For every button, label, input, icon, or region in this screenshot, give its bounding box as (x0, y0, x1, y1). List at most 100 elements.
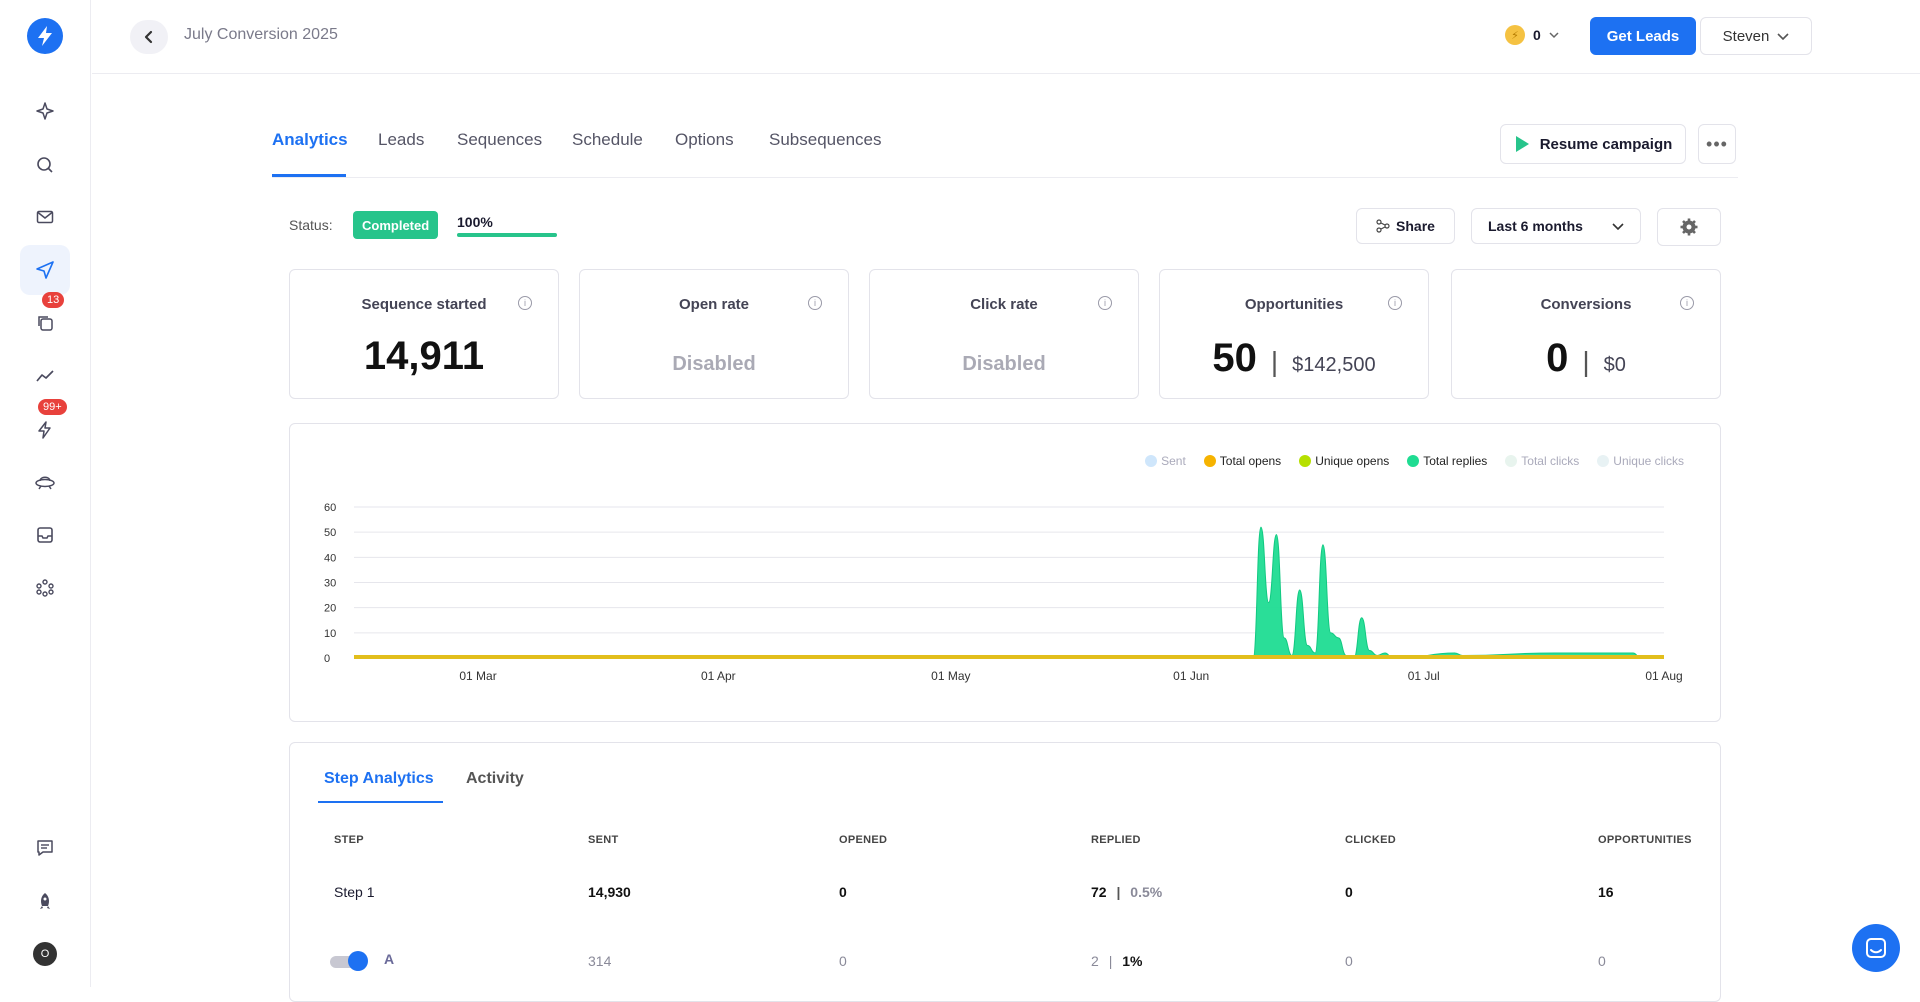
variant-toggle[interactable] (330, 951, 368, 971)
share-button[interactable]: Share (1356, 208, 1455, 244)
campaigns-send-icon[interactable] (20, 245, 70, 295)
x-tick-label: 01 Aug (1645, 669, 1682, 683)
search-icon[interactable] (20, 140, 70, 190)
resume-campaign-button[interactable]: Resume campaign (1500, 124, 1686, 164)
x-tick-label: 01 Mar (459, 669, 496, 683)
more-options-button[interactable]: ••• (1698, 124, 1736, 164)
card-amount: $142,500 (1292, 354, 1376, 376)
active-tab-indicator (318, 801, 443, 803)
tab-schedule[interactable]: Schedule (572, 130, 643, 149)
y-tick-label: 0 (324, 653, 330, 665)
info-icon[interactable]: i (808, 296, 822, 310)
app-logo-icon[interactable] (27, 18, 63, 54)
table-cell-replied: 2 | 1% (1091, 953, 1142, 969)
card-sequence-started: Sequence started i 14,911 (289, 269, 559, 399)
share-icon (1376, 219, 1390, 233)
card-title: Sequence started (361, 296, 487, 313)
back-button[interactable] (130, 20, 168, 54)
tab-activity[interactable]: Activity (466, 770, 524, 787)
divider: | (1116, 884, 1121, 900)
variant-label: A (384, 951, 395, 967)
card-value: 50 (1212, 336, 1257, 380)
card-title: Conversions (1540, 296, 1632, 313)
legend-swatch (1145, 455, 1158, 467)
table-cell-sent: 314 (588, 953, 612, 969)
tab-sequences[interactable]: Sequences (457, 130, 543, 149)
subsequences-copy-icon[interactable]: 13 (20, 292, 70, 348)
col-header-replied: REPLIED (1091, 834, 1141, 846)
progress-fill (457, 233, 557, 237)
x-tick-label: 01 Jul (1408, 669, 1440, 683)
analytics-trend-icon[interactable] (20, 351, 70, 401)
inbox-icon[interactable] (20, 510, 70, 560)
card-value: Disabled (962, 353, 1046, 375)
divider: | (1108, 953, 1113, 969)
legend-item[interactable]: Total replies (1407, 454, 1487, 468)
table-cell-opportunities: 16 (1598, 884, 1614, 900)
sparkle-icon[interactable] (20, 86, 70, 136)
chevron-down-icon (1612, 223, 1624, 230)
tab-step-analytics[interactable]: Step Analytics (324, 770, 434, 787)
tab-subsequences[interactable]: Subsequences (769, 130, 882, 149)
legend-swatch (1407, 455, 1420, 467)
date-range-select[interactable]: Last 6 months (1471, 208, 1641, 244)
replied-count: 2 (1091, 953, 1099, 969)
avatar[interactable]: O (33, 942, 57, 966)
y-tick-label: 10 (324, 628, 336, 640)
legend-item[interactable]: Total opens (1203, 454, 1282, 468)
replies-area (1252, 526, 1641, 659)
card-title: Opportunities (1244, 296, 1344, 313)
info-icon[interactable]: i (1098, 296, 1112, 310)
chevron-left-icon (144, 30, 153, 44)
subsequences-badge: 13 (42, 292, 65, 308)
chart-legend: Sent Total opens Unique opens Total replies… (1145, 454, 1684, 468)
alerts-bolt-icon[interactable]: 99+ (20, 399, 70, 455)
info-icon[interactable]: i (1680, 296, 1694, 310)
legend-item[interactable]: Sent (1145, 454, 1186, 468)
col-header-sent: SENT (588, 834, 619, 846)
ufo-icon[interactable] (20, 457, 70, 507)
support-chat-button[interactable] (1852, 924, 1900, 972)
table-cell-step[interactable]: Step 1 (334, 884, 375, 900)
card-value: Disabled (672, 353, 756, 375)
credits-dropdown[interactable]: ⚡ 0 (1505, 25, 1559, 45)
y-tick-label: 40 (324, 552, 336, 564)
legend-label: Unique opens (1315, 454, 1390, 468)
chat-icon (1866, 938, 1886, 958)
legend-swatch (1203, 455, 1216, 467)
status-label: Status: (289, 217, 333, 233)
legend-label: Sent (1161, 454, 1186, 468)
status-badge: Completed (353, 211, 439, 239)
legend-item[interactable]: Unique clicks (1597, 454, 1684, 468)
tab-leads[interactable]: Leads (378, 130, 425, 149)
rocket-icon[interactable] (20, 876, 70, 926)
legend-item[interactable]: Total clicks (1505, 454, 1579, 468)
date-range-value: Last 6 months (1488, 218, 1583, 234)
mail-icon[interactable] (20, 192, 70, 242)
feedback-chat-icon[interactable] (20, 823, 70, 873)
tab-options[interactable]: Options (675, 130, 734, 149)
user-menu-button[interactable]: Steven (1700, 17, 1812, 55)
col-header-step: STEP (334, 834, 364, 846)
resume-label: Resume campaign (1539, 135, 1673, 153)
chart-canvas: 0 10 20 30 40 50 60 01 Mar 01 Apr 01 May 01 Jun 01 … (324, 502, 1683, 683)
legend-item[interactable]: Unique opens (1299, 454, 1389, 468)
integrations-dots-icon[interactable] (20, 563, 70, 613)
x-tick-label: 01 Apr (701, 669, 736, 683)
chevron-down-icon (1777, 33, 1789, 40)
campaign-tabs: Analytics Leads Sequences Schedule Optio… (272, 118, 1738, 178)
campaign-title[interactable]: July Conversion 2025 (184, 26, 338, 43)
col-header-opened: OPENED (839, 834, 888, 846)
legend-label: Total opens (1219, 454, 1282, 468)
table-cell-opened: 0 (839, 953, 847, 969)
y-tick-label: 60 (324, 502, 336, 514)
legend-label: Unique clicks (1613, 454, 1684, 468)
replied-count: 72 (1091, 884, 1107, 900)
card-open-rate: Open rate i Disabled (579, 269, 849, 399)
get-leads-button[interactable]: Get Leads (1590, 17, 1696, 55)
settings-button[interactable] (1657, 208, 1721, 246)
tab-analytics[interactable]: Analytics (272, 130, 348, 149)
info-icon[interactable]: i (518, 296, 532, 310)
info-icon[interactable]: i (1388, 296, 1402, 310)
y-tick-label: 30 (324, 578, 336, 590)
